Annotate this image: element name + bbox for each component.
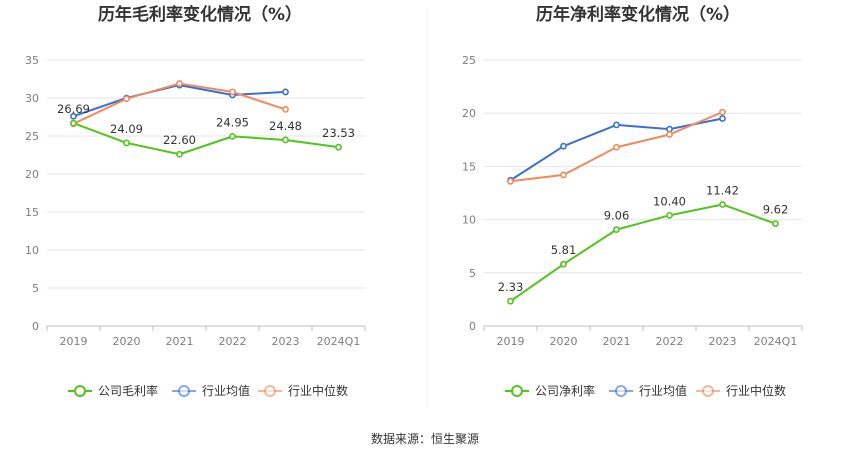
data-point — [229, 132, 236, 140]
series-line — [509, 203, 776, 303]
legend-marker — [702, 385, 714, 397]
y-tick-label: 30 — [25, 92, 39, 105]
x-tick-label: 2023 — [709, 335, 737, 348]
legend-label: 公司净利率 — [535, 383, 595, 398]
data-point — [335, 143, 342, 151]
gross-margin-chart: 历年毛利率变化情况（%） 0 5 10 15 20 25 30 35 2019 2020 2021 20… — [25, 4, 366, 398]
legend-label: 行业中位数 — [288, 383, 348, 398]
chart-title: 历年毛利率变化情况（%） — [98, 4, 302, 25]
x-tick-label: 2020 — [550, 335, 578, 348]
y-tick-label: 5 — [32, 282, 39, 295]
y-tick-label: 15 — [25, 206, 39, 219]
legend-marker — [615, 385, 627, 397]
x-tick-label: 2021 — [166, 335, 194, 348]
data-label: 23.53 — [322, 126, 355, 140]
data-point — [560, 171, 567, 179]
data-point — [560, 142, 567, 150]
data-point — [613, 143, 620, 151]
y-tick-label: 15 — [462, 160, 476, 173]
data-point — [176, 80, 183, 87]
y-tick-label: 10 — [462, 214, 476, 227]
data-point — [719, 201, 726, 208]
x-tick-label: 2024Q1 — [754, 335, 798, 348]
x-tick-label: 2020 — [113, 335, 141, 348]
data-point — [666, 211, 673, 219]
data-point — [229, 88, 236, 96]
data-point — [719, 115, 726, 122]
legend-label: 行业均值 — [639, 383, 687, 398]
data-point — [507, 177, 514, 185]
legend-item[interactable]: 行业均值 — [172, 383, 250, 398]
series-line — [73, 82, 286, 125]
legend-marker — [511, 385, 523, 397]
data-point — [70, 112, 77, 120]
legend-marker — [178, 385, 190, 397]
legend-item[interactable]: 行业中位数 — [696, 383, 786, 398]
x-tick-label: 2022 — [656, 335, 684, 348]
data-point — [666, 125, 673, 133]
data-label: 24.09 — [110, 122, 143, 136]
x-tick-label: 2024Q1 — [317, 335, 361, 348]
source-note: 数据来源：恒生聚源 — [371, 431, 479, 446]
data-point — [70, 119, 77, 127]
data-label: 9.62 — [763, 203, 789, 217]
x-tick-label: 2019 — [497, 335, 525, 348]
legend-item[interactable]: 公司净利率 — [505, 383, 595, 398]
legend-label: 行业均值 — [202, 383, 250, 398]
y-tick-label: 20 — [462, 107, 476, 120]
y-tick-label: 25 — [25, 130, 39, 143]
legend-label: 公司毛利率 — [98, 383, 158, 398]
legend-label: 行业中位数 — [726, 383, 786, 398]
data-label: 11.42 — [706, 183, 739, 197]
x-tick-label: 2021 — [603, 335, 631, 348]
data-label: 10.40 — [653, 194, 686, 208]
legend-marker — [74, 385, 86, 397]
data-label: 24.48 — [269, 119, 302, 133]
x-tick-label: 2019 — [60, 335, 88, 348]
chart-title: 历年净利率变化情况（%） — [536, 4, 740, 25]
y-tick-label: 0 — [32, 320, 39, 333]
data-label: 5.81 — [551, 243, 577, 257]
data-point — [613, 226, 620, 234]
series-line — [73, 84, 286, 118]
data-point — [123, 139, 130, 147]
data-point — [282, 106, 289, 113]
legend-item[interactable]: 行业均值 — [609, 383, 687, 398]
data-point — [282, 88, 289, 96]
y-tick-label: 10 — [25, 244, 39, 257]
legend-item[interactable]: 公司毛利率 — [68, 383, 158, 398]
y-tick-label: 20 — [25, 168, 39, 181]
x-tick-label: 2022 — [219, 335, 247, 348]
y-tick-label: 5 — [469, 267, 476, 280]
net-margin-chart: 历年净利率变化情况（%） 0 5 10 15 20 25 2019 2020 2021 2022 20… — [462, 4, 803, 398]
data-point — [282, 136, 289, 144]
data-point — [560, 260, 567, 268]
data-point — [176, 150, 183, 158]
data-label: 9.06 — [604, 209, 630, 223]
data-label: 26.69 — [57, 102, 90, 116]
data-point — [507, 297, 514, 305]
data-point — [772, 220, 779, 228]
data-point — [666, 131, 673, 138]
data-point — [719, 108, 726, 116]
data-label: 22.60 — [163, 133, 196, 147]
data-label: 2.33 — [498, 280, 524, 294]
y-tick-label: 25 — [462, 54, 476, 67]
data-point — [123, 95, 130, 103]
y-tick-label: 0 — [469, 320, 476, 333]
data-point — [613, 121, 620, 129]
legend-item[interactable]: 行业中位数 — [258, 383, 348, 398]
x-tick-label: 2023 — [272, 335, 300, 348]
data-label: 24.95 — [216, 115, 249, 129]
y-tick-label: 35 — [25, 54, 39, 67]
legend-marker — [264, 385, 276, 397]
series-line — [73, 122, 339, 156]
